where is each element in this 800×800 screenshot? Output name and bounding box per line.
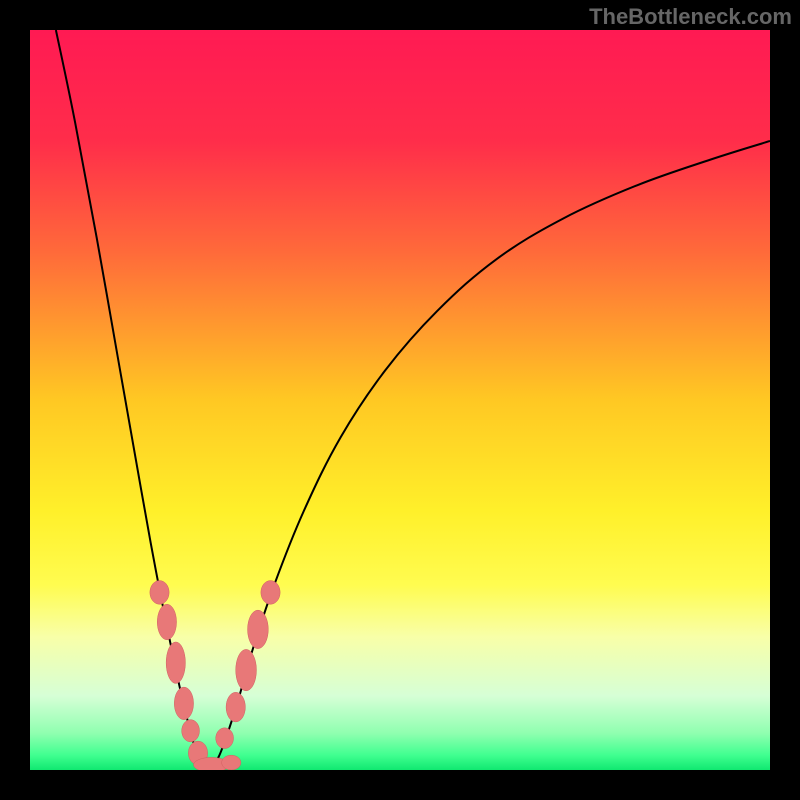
gradient-bg [30, 30, 770, 770]
chart-plot [30, 30, 770, 770]
watermark-text: TheBottleneck.com [589, 4, 792, 30]
